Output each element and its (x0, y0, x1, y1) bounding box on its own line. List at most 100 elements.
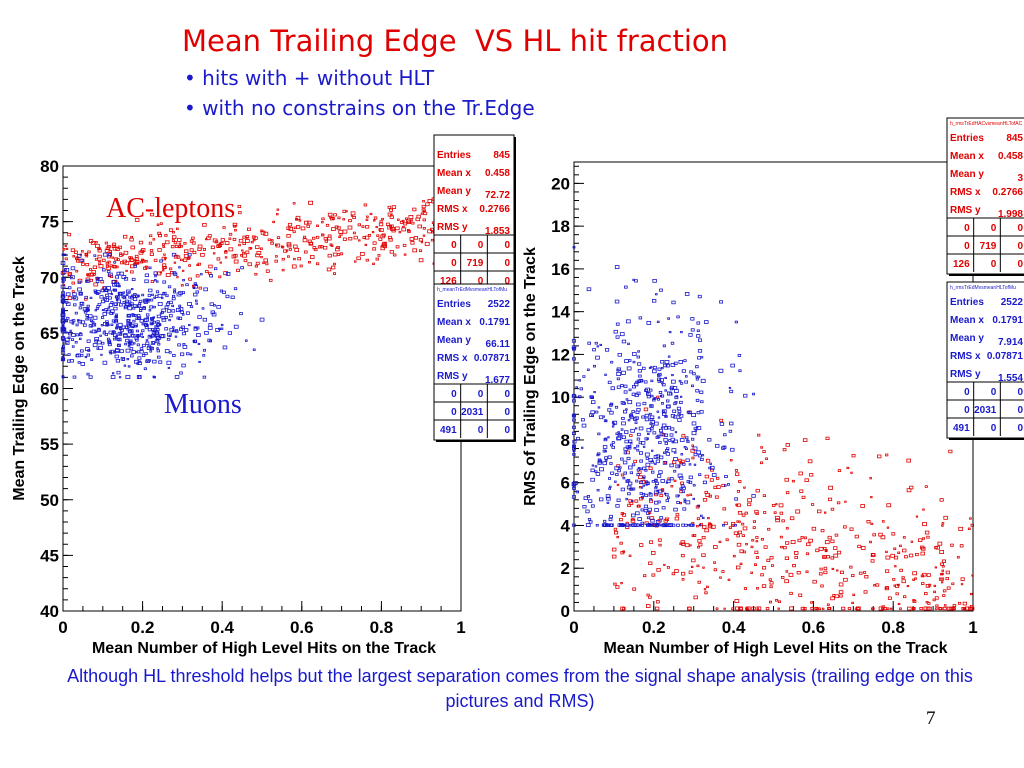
scatter-point (636, 448, 640, 452)
stats-value: 1.998 (998, 209, 1023, 220)
scatter-point (785, 527, 789, 530)
x-tick-label: 0 (569, 618, 578, 637)
scatter-point (603, 523, 607, 527)
stats-label: Entries (437, 299, 471, 310)
scatter-point (912, 571, 918, 576)
scatter-point (92, 343, 98, 348)
scatter-point (637, 504, 641, 508)
scatter-point (632, 385, 637, 389)
scatter-point (158, 323, 162, 326)
scatter-point (124, 261, 130, 266)
scatter-point (124, 305, 128, 308)
scatter-point (616, 377, 620, 381)
scatter-point (209, 274, 214, 278)
scatter-point (670, 341, 675, 345)
scatter-point (193, 339, 197, 343)
scatter-point (667, 355, 671, 358)
stats-label: RMS y (437, 371, 468, 382)
scatter-point (705, 492, 711, 497)
scatter-point (663, 438, 668, 442)
scatter-point (620, 428, 624, 431)
scatter-point (111, 312, 115, 315)
scatter-point (152, 320, 156, 324)
scatter-point (624, 285, 628, 289)
scatter-point (192, 250, 197, 255)
scatter-point (628, 388, 632, 392)
scatter-point (193, 282, 197, 286)
scatter-point (686, 439, 689, 442)
scatter-point (647, 432, 650, 435)
scatter-point (123, 277, 129, 281)
scatter-point (933, 590, 936, 594)
scatter-point (79, 301, 85, 306)
scatter-point (710, 465, 715, 470)
scatter-point (785, 570, 789, 573)
scatter-point (666, 479, 671, 484)
scatter-point (222, 226, 226, 229)
scatter-point (350, 211, 356, 216)
scatter-point (139, 347, 144, 351)
scatter-point (922, 537, 925, 540)
scatter-point (178, 242, 182, 245)
scatter-point (836, 550, 842, 555)
scatter-point (636, 468, 640, 472)
scatter-point (108, 253, 112, 257)
x-axis-title: Mean Number of High Level Hits on the Tr… (603, 640, 947, 657)
scatter-point (680, 453, 684, 456)
stats-grid-cell: 0 (504, 425, 510, 436)
scatter-point (125, 374, 131, 379)
scatter-point (778, 503, 784, 508)
scatter-point (113, 333, 118, 337)
scatter-point (571, 394, 577, 399)
scatter-point (178, 291, 183, 295)
scatter-point (166, 309, 172, 313)
scatter-point (629, 471, 634, 475)
scatter-point (122, 296, 127, 300)
scatter-point (664, 461, 667, 464)
scatter-point (195, 274, 200, 278)
scatter-point (656, 568, 661, 572)
scatter-point (156, 349, 160, 353)
scatter-point (232, 222, 238, 227)
scatter-point (783, 546, 787, 550)
scatter-point (107, 341, 112, 345)
scatter-point (167, 332, 172, 337)
scatter-point (681, 571, 686, 576)
scatter-point (243, 259, 248, 263)
scatter-point (704, 591, 708, 595)
scatter-point (123, 234, 128, 239)
scatter-point (638, 475, 643, 480)
scatter-point (752, 526, 756, 529)
scatter-point (126, 357, 130, 361)
scatter-point (105, 293, 109, 297)
y-tick-label: 6 (561, 474, 570, 493)
stats-grid-cell: 0 (504, 389, 510, 400)
stats-value: 0.1791 (479, 317, 510, 328)
scatter-point (700, 514, 703, 517)
scatter-point (836, 569, 839, 572)
scatter-point (661, 402, 664, 405)
scatter-point (153, 375, 156, 379)
scatter-point (804, 478, 809, 482)
scatter-point (143, 367, 147, 371)
scatter-point (603, 519, 607, 523)
scatter-point (89, 330, 93, 334)
scatter-point (673, 415, 678, 419)
scatter-point (952, 604, 957, 607)
scatter-point (171, 235, 177, 239)
scatter-point (247, 262, 252, 267)
scatter-point (851, 601, 854, 605)
scatter-point (806, 542, 811, 547)
scatter-point (634, 416, 639, 420)
scatter-point (667, 496, 670, 499)
scatter-point (860, 504, 865, 508)
scatter-point (696, 321, 701, 325)
scatter-point (78, 291, 83, 296)
scatter-point (149, 298, 154, 302)
scatter-point (708, 523, 713, 527)
scatter-point (202, 248, 207, 251)
y-tick-label: 20 (551, 174, 570, 193)
scatter-point (652, 365, 657, 370)
